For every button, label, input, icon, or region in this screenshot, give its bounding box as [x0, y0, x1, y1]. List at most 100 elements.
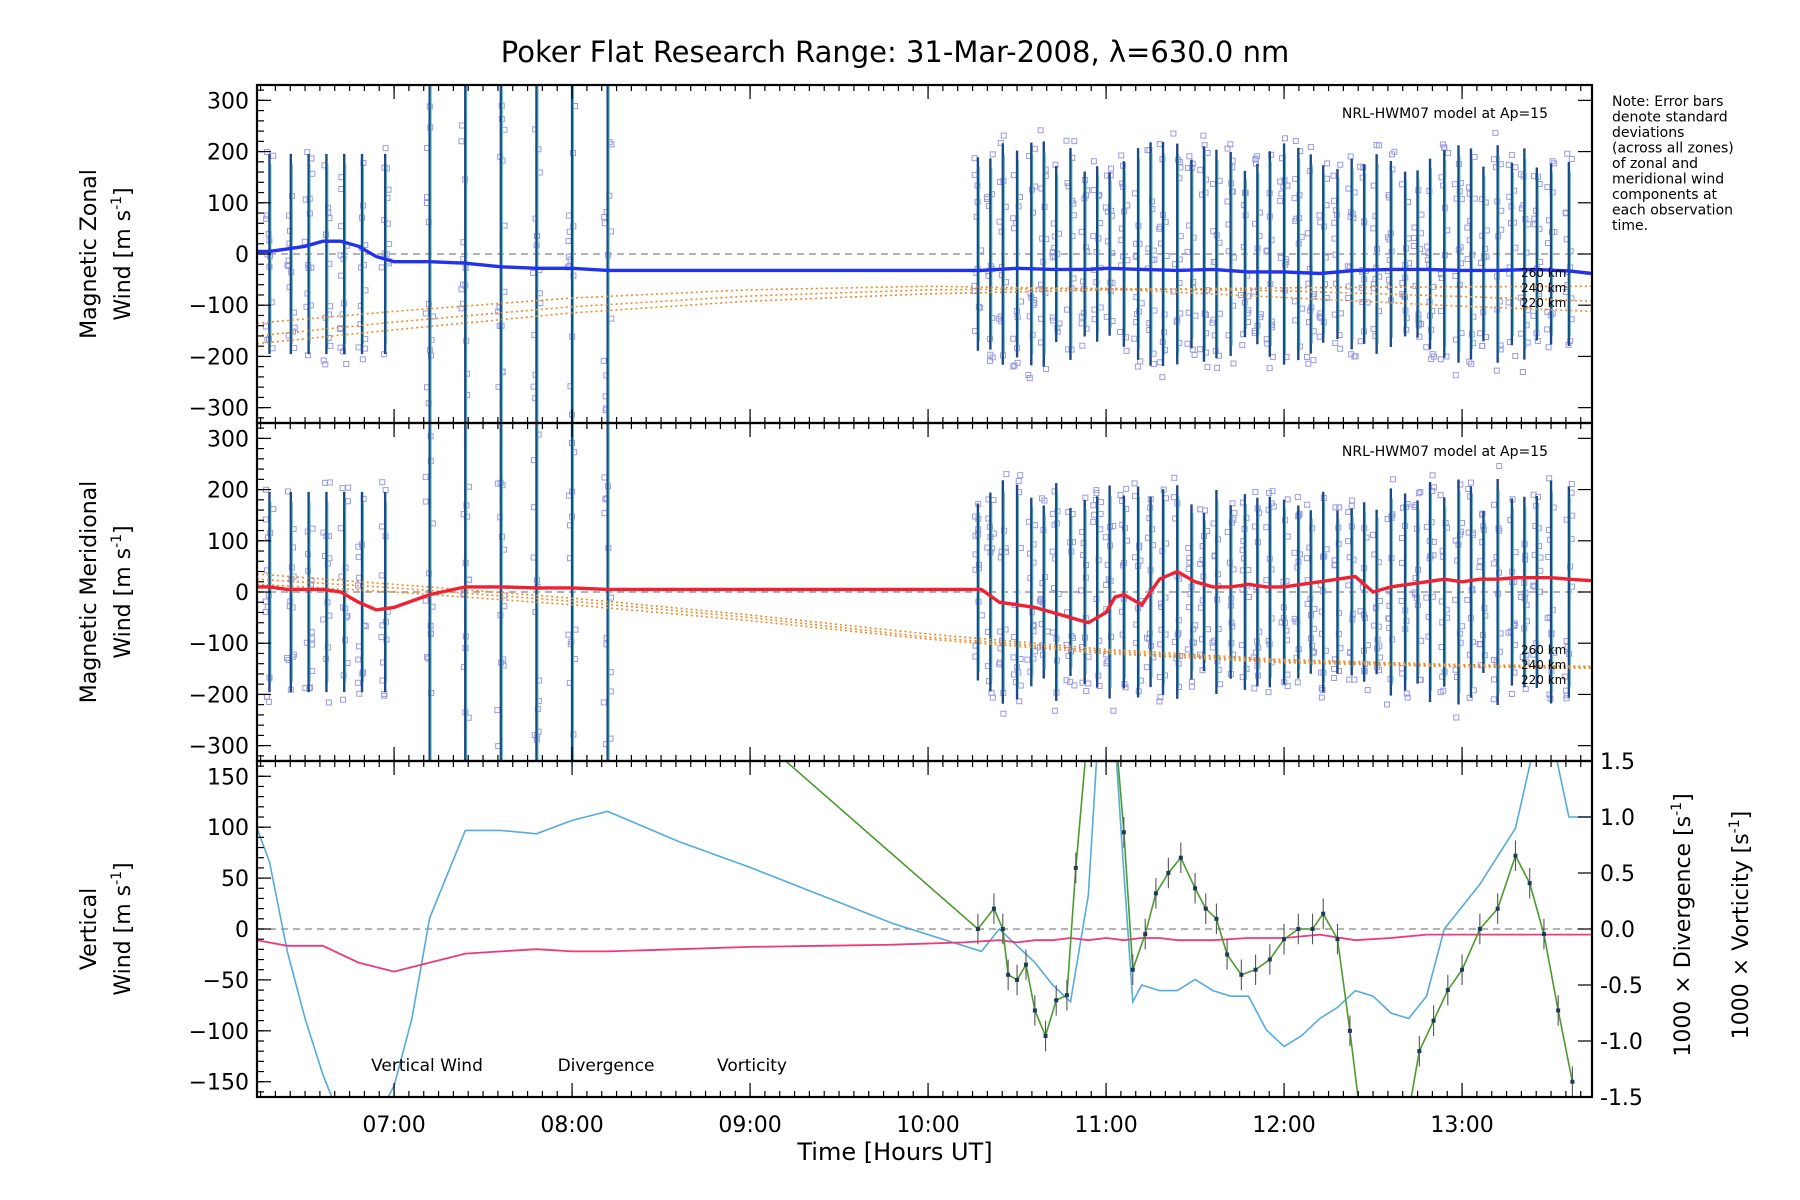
- sample-point: [1192, 312, 1199, 319]
- sample-point: [1491, 676, 1498, 683]
- sample-point: [1351, 676, 1358, 683]
- sample-point: [355, 574, 362, 581]
- y-axis-label-line2: Wind [m s-1]: [109, 862, 136, 995]
- sample-point: [1151, 307, 1158, 314]
- sample-point: [1549, 158, 1556, 165]
- sample-point: [1123, 485, 1130, 492]
- vertical-wind-point: [1178, 855, 1183, 860]
- sample-point: [1231, 510, 1238, 517]
- sample-point: [600, 357, 607, 364]
- sample-point: [1544, 308, 1551, 315]
- sample-point: [1508, 690, 1515, 697]
- sample-point: [270, 152, 277, 159]
- x-tick-label: 07:00: [362, 1113, 425, 1138]
- sample-point: [378, 634, 385, 641]
- sample-point: [601, 474, 608, 481]
- vertical-wind-point: [1143, 932, 1148, 937]
- sample-point: [322, 361, 329, 368]
- sample-point: [1090, 187, 1097, 194]
- sample-point: [327, 342, 334, 349]
- sample-point: [1010, 363, 1017, 370]
- sample-point: [1186, 153, 1193, 160]
- sample-point: [1144, 147, 1151, 154]
- sample-point: [1282, 135, 1289, 142]
- sample-point: [1403, 690, 1410, 697]
- sample-point: [1318, 694, 1325, 701]
- sample-point: [1364, 686, 1371, 693]
- sample-point: [1063, 137, 1070, 144]
- vertical-wind-point: [1032, 1008, 1037, 1013]
- sample-point: [1067, 678, 1074, 685]
- sample-point: [1132, 493, 1139, 500]
- sample-point: [381, 692, 388, 699]
- sample-point: [1530, 491, 1537, 498]
- sample-point: [1197, 506, 1204, 513]
- sample-point: [1037, 127, 1044, 134]
- sample-point: [1530, 312, 1537, 319]
- sample-point: [304, 149, 311, 156]
- sample-point: [1131, 480, 1138, 487]
- sample-point: [284, 655, 291, 662]
- vorticity-line: [257, 933, 1592, 973]
- sample-point: [1357, 163, 1364, 170]
- sample-point: [990, 496, 997, 503]
- sample-point: [983, 196, 990, 203]
- vertical-wind-point: [975, 927, 980, 931]
- sample-point: [1277, 254, 1284, 261]
- sample-point: [1032, 522, 1039, 529]
- sample-point: [1466, 694, 1473, 701]
- sample-point: [1410, 243, 1417, 250]
- sample-point: [1344, 263, 1351, 270]
- zonal-wind-line: [257, 239, 1592, 276]
- sample-point: [1090, 233, 1097, 240]
- sample-point: [378, 264, 385, 271]
- sample-point: [996, 218, 1003, 225]
- note-line: each observation: [1612, 203, 1733, 219]
- sample-point: [459, 122, 466, 129]
- sample-point: [1010, 172, 1017, 179]
- vertical-wind-point: [1153, 891, 1158, 896]
- sample-point: [1263, 524, 1270, 531]
- sample-point: [1452, 272, 1459, 279]
- sample-point: [1493, 367, 1500, 374]
- plot-area: [257, 85, 1592, 423]
- sample-point: [989, 694, 996, 701]
- sample-point: [1332, 504, 1339, 511]
- note-line: Note: Error bars: [1612, 94, 1723, 110]
- sample-point: [1010, 335, 1017, 342]
- sample-point: [1049, 314, 1056, 321]
- sample-point: [379, 523, 386, 530]
- sample-point: [265, 698, 272, 705]
- sample-point: [337, 326, 344, 333]
- x-tick-label: 08:00: [540, 1113, 603, 1138]
- sample-point: [1398, 598, 1405, 605]
- y-tick-label: 100: [207, 192, 249, 217]
- sample-point: [1041, 497, 1048, 504]
- sample-point: [340, 696, 347, 703]
- sample-point: [1304, 600, 1311, 607]
- sample-point: [1092, 496, 1099, 503]
- y-axis-label-line1: Magnetic Zonal: [77, 169, 102, 339]
- sample-point: [1214, 364, 1221, 371]
- sample-point: [1291, 195, 1298, 202]
- sample-point: [1189, 160, 1196, 167]
- sample-point: [345, 498, 352, 505]
- sample-point: [1399, 535, 1406, 542]
- vertical-wind-panel: Vertical Wind Divergence Vorticity -1.5 -1.0…: [77, 750, 1754, 1138]
- right-tick-label: -1.0: [1600, 1030, 1643, 1055]
- sample-point: [382, 145, 389, 152]
- sample-point: [565, 238, 572, 245]
- vertical-wind-point: [1541, 932, 1546, 937]
- x-tick-label: 13:00: [1430, 1113, 1493, 1138]
- model-level-label: 260 km: [1521, 643, 1566, 657]
- sample-point: [1269, 353, 1276, 360]
- sample-point: [1479, 342, 1486, 349]
- right-tick-label: 0.5: [1600, 862, 1635, 887]
- sample-point: [530, 269, 537, 276]
- sample-point: [1083, 688, 1090, 695]
- sample-point: [1000, 710, 1007, 717]
- sample-point: [1332, 340, 1339, 347]
- sample-point: [1398, 665, 1405, 672]
- sample-point: [1156, 698, 1163, 705]
